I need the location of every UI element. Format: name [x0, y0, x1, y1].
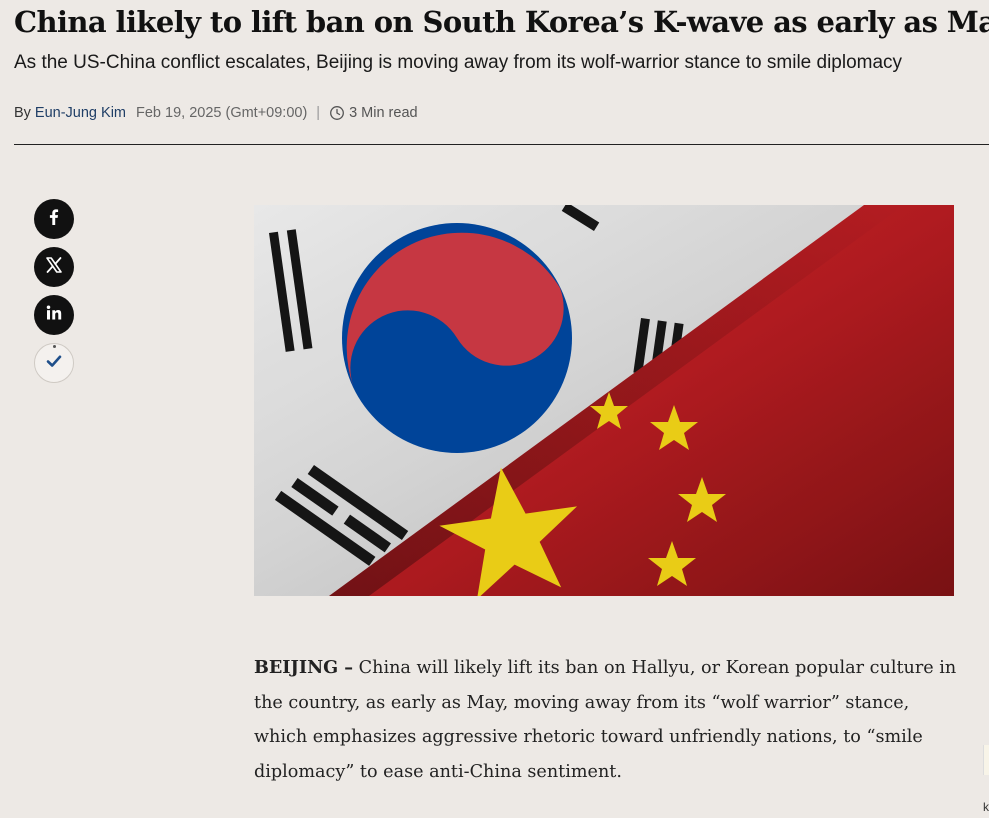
china-stars: [439, 392, 726, 596]
korea-china-flags-image: [254, 205, 954, 596]
publish-date: Feb 19, 2025 (Gmt+09:00): [136, 105, 308, 121]
share-bar: [34, 199, 74, 391]
read-time: 3 Min read: [349, 105, 418, 121]
clock-icon: [329, 105, 345, 121]
x-icon: [45, 256, 63, 279]
hero-image: [254, 205, 954, 596]
bookmark-check-icon: [44, 351, 64, 376]
article-headline: China likely to lift ban on South Korea’…: [14, 5, 989, 39]
linkedin-icon: [44, 303, 64, 328]
byline: By Eun-Jung Kim Feb 19, 2025 (Gmt+09:00)…: [14, 103, 418, 123]
x-share-button[interactable]: [34, 247, 74, 287]
header-divider: [14, 144, 989, 145]
facebook-icon: [44, 207, 64, 232]
byline-prefix: By: [14, 105, 31, 121]
dateline: BEIJING –: [254, 657, 354, 678]
right-edge-widget: [983, 745, 989, 775]
right-edge-text: k: [983, 800, 989, 814]
author-link[interactable]: Eun-Jung Kim: [34, 105, 126, 121]
article-subheadline: As the US-China conflict escalates, Beij…: [14, 52, 903, 73]
byline-separator: |: [316, 105, 321, 121]
share-divider-dot: [53, 345, 56, 348]
lead-text: China will likely lift its ban on Hallyu…: [254, 658, 957, 782]
bookmark-button[interactable]: [34, 343, 74, 383]
linkedin-share-button[interactable]: [34, 295, 74, 335]
article-lead-paragraph: BEIJING – China will likely lift its ban…: [254, 651, 959, 789]
taeguk-symbol: [342, 223, 572, 453]
facebook-share-button[interactable]: [34, 199, 74, 239]
